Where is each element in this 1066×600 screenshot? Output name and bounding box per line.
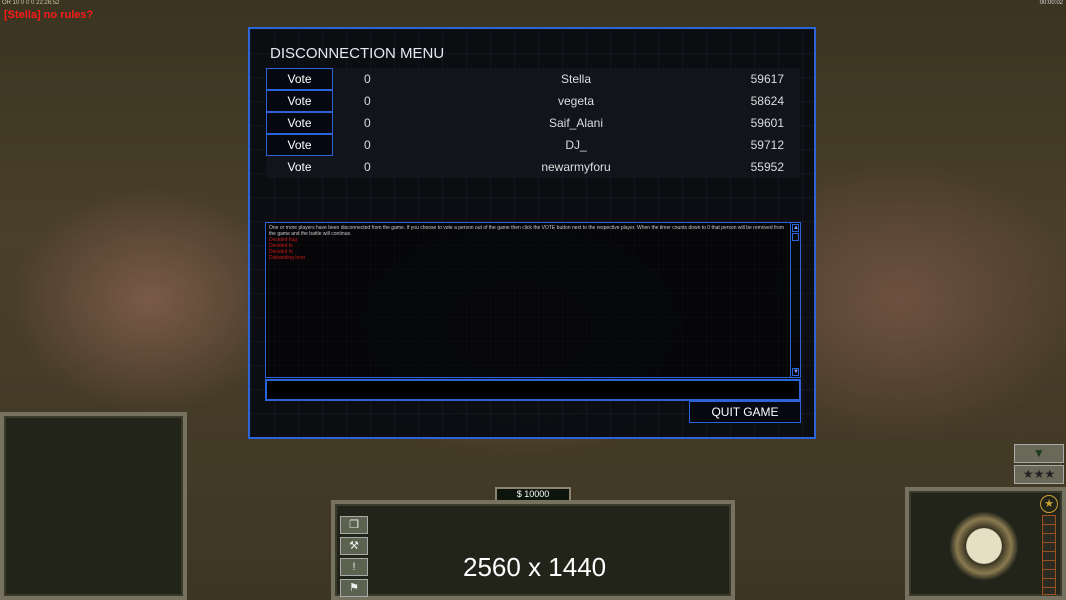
player-name: vegeta: [557, 94, 595, 108]
log-line: Decided hi: [269, 243, 293, 249]
vote-count: 0: [364, 116, 371, 130]
message-log: One or more players have been disconnect…: [265, 222, 801, 378]
player-ping: 59712: [750, 138, 784, 152]
vote-count: 0: [364, 94, 371, 108]
windows-icon[interactable]: ❐: [340, 516, 368, 534]
top-status: OR 10 0 0 0 22:26:52: [2, 0, 60, 6]
arrow-down-icon[interactable]: ▼: [1014, 444, 1064, 463]
player-row: Vote 0 Saif_Alani 59601: [266, 112, 800, 134]
wrench-icon[interactable]: ⚒: [340, 537, 368, 555]
vote-count: 0: [364, 72, 371, 86]
dialog-title: DISCONNECTION MENU: [270, 45, 445, 62]
player-row: Vote 0 vegeta 58624: [266, 90, 800, 112]
scroll-up-icon[interactable]: ▲: [792, 224, 799, 232]
player-name: Saif_Alani: [548, 116, 604, 130]
sign-icon[interactable]: ⚑: [340, 579, 368, 597]
player-ping: 55952: [750, 160, 784, 174]
log-line: Decided hi: [269, 249, 293, 255]
player-name: newarmyforu: [541, 160, 611, 174]
player-ping: 59601: [750, 116, 784, 130]
vote-count: 0: [364, 138, 371, 152]
vote-button[interactable]: Vote: [266, 112, 333, 134]
radar-emblem: [949, 511, 1019, 581]
quit-game-button[interactable]: QUIT GAME: [689, 401, 801, 423]
info-text: One or more players have been disconnect…: [269, 225, 785, 237]
scroll-down-icon[interactable]: ▼: [792, 368, 799, 376]
player-ping: 58624: [750, 94, 784, 108]
player-name: Stella: [560, 72, 592, 86]
stars-icon[interactable]: ★★★: [1014, 465, 1064, 484]
minimap-panel[interactable]: [0, 412, 187, 600]
player-row: Vote 0 Stella 59617: [266, 68, 800, 90]
log-line: Decided hug: [269, 237, 298, 243]
player-row: Vote 0 newarmyforu 55952: [266, 156, 800, 178]
scrollbar[interactable]: ▲ ▼: [790, 223, 800, 377]
chat-input[interactable]: [265, 379, 801, 401]
vote-button[interactable]: Vote: [266, 134, 333, 156]
player-row: Vote 0 DJ_ 59712: [266, 134, 800, 156]
vote-button[interactable]: Vote: [266, 68, 333, 90]
vote-button[interactable]: Vote: [287, 160, 312, 174]
general-panel: ★: [905, 487, 1066, 600]
command-bar: ❐ ⚒ ! ⚑: [331, 500, 735, 600]
game-clock: 00:00:02: [1039, 0, 1063, 6]
general-star-icon[interactable]: ★: [1040, 495, 1058, 513]
disconnection-menu: DISCONNECTION MENU Vote 0 Stella 59617 Vote…: [248, 27, 816, 439]
rank-meter: [1042, 515, 1056, 595]
alert-icon[interactable]: !: [340, 558, 368, 576]
vote-count: 0: [364, 160, 371, 174]
player-ping: 59617: [750, 72, 784, 86]
resolution-overlay: 2560 x 1440: [463, 552, 607, 582]
log-line: Disbanding host: [269, 255, 305, 261]
vote-button[interactable]: Vote: [266, 90, 333, 112]
scroll-thumb[interactable]: [792, 233, 799, 241]
chat-message: [Stella] no rules?: [4, 9, 94, 21]
player-name: DJ_: [565, 138, 587, 152]
